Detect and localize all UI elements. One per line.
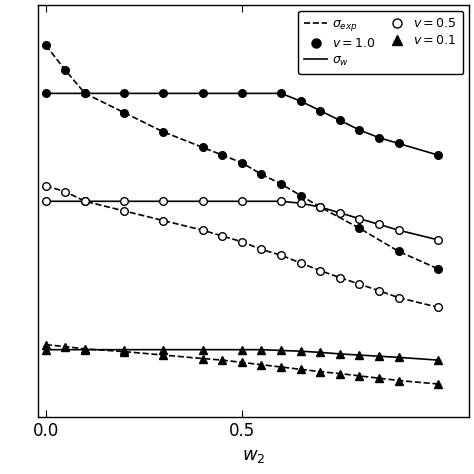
Legend: $\sigma_{exp}$, $v = 1.0$, $\sigma_w$, $v = 0.5$, $v = 0.1$: $\sigma_{exp}$, $v = 1.0$, $\sigma_w$, $…	[298, 11, 463, 74]
X-axis label: $w_2$: $w_2$	[242, 447, 265, 465]
